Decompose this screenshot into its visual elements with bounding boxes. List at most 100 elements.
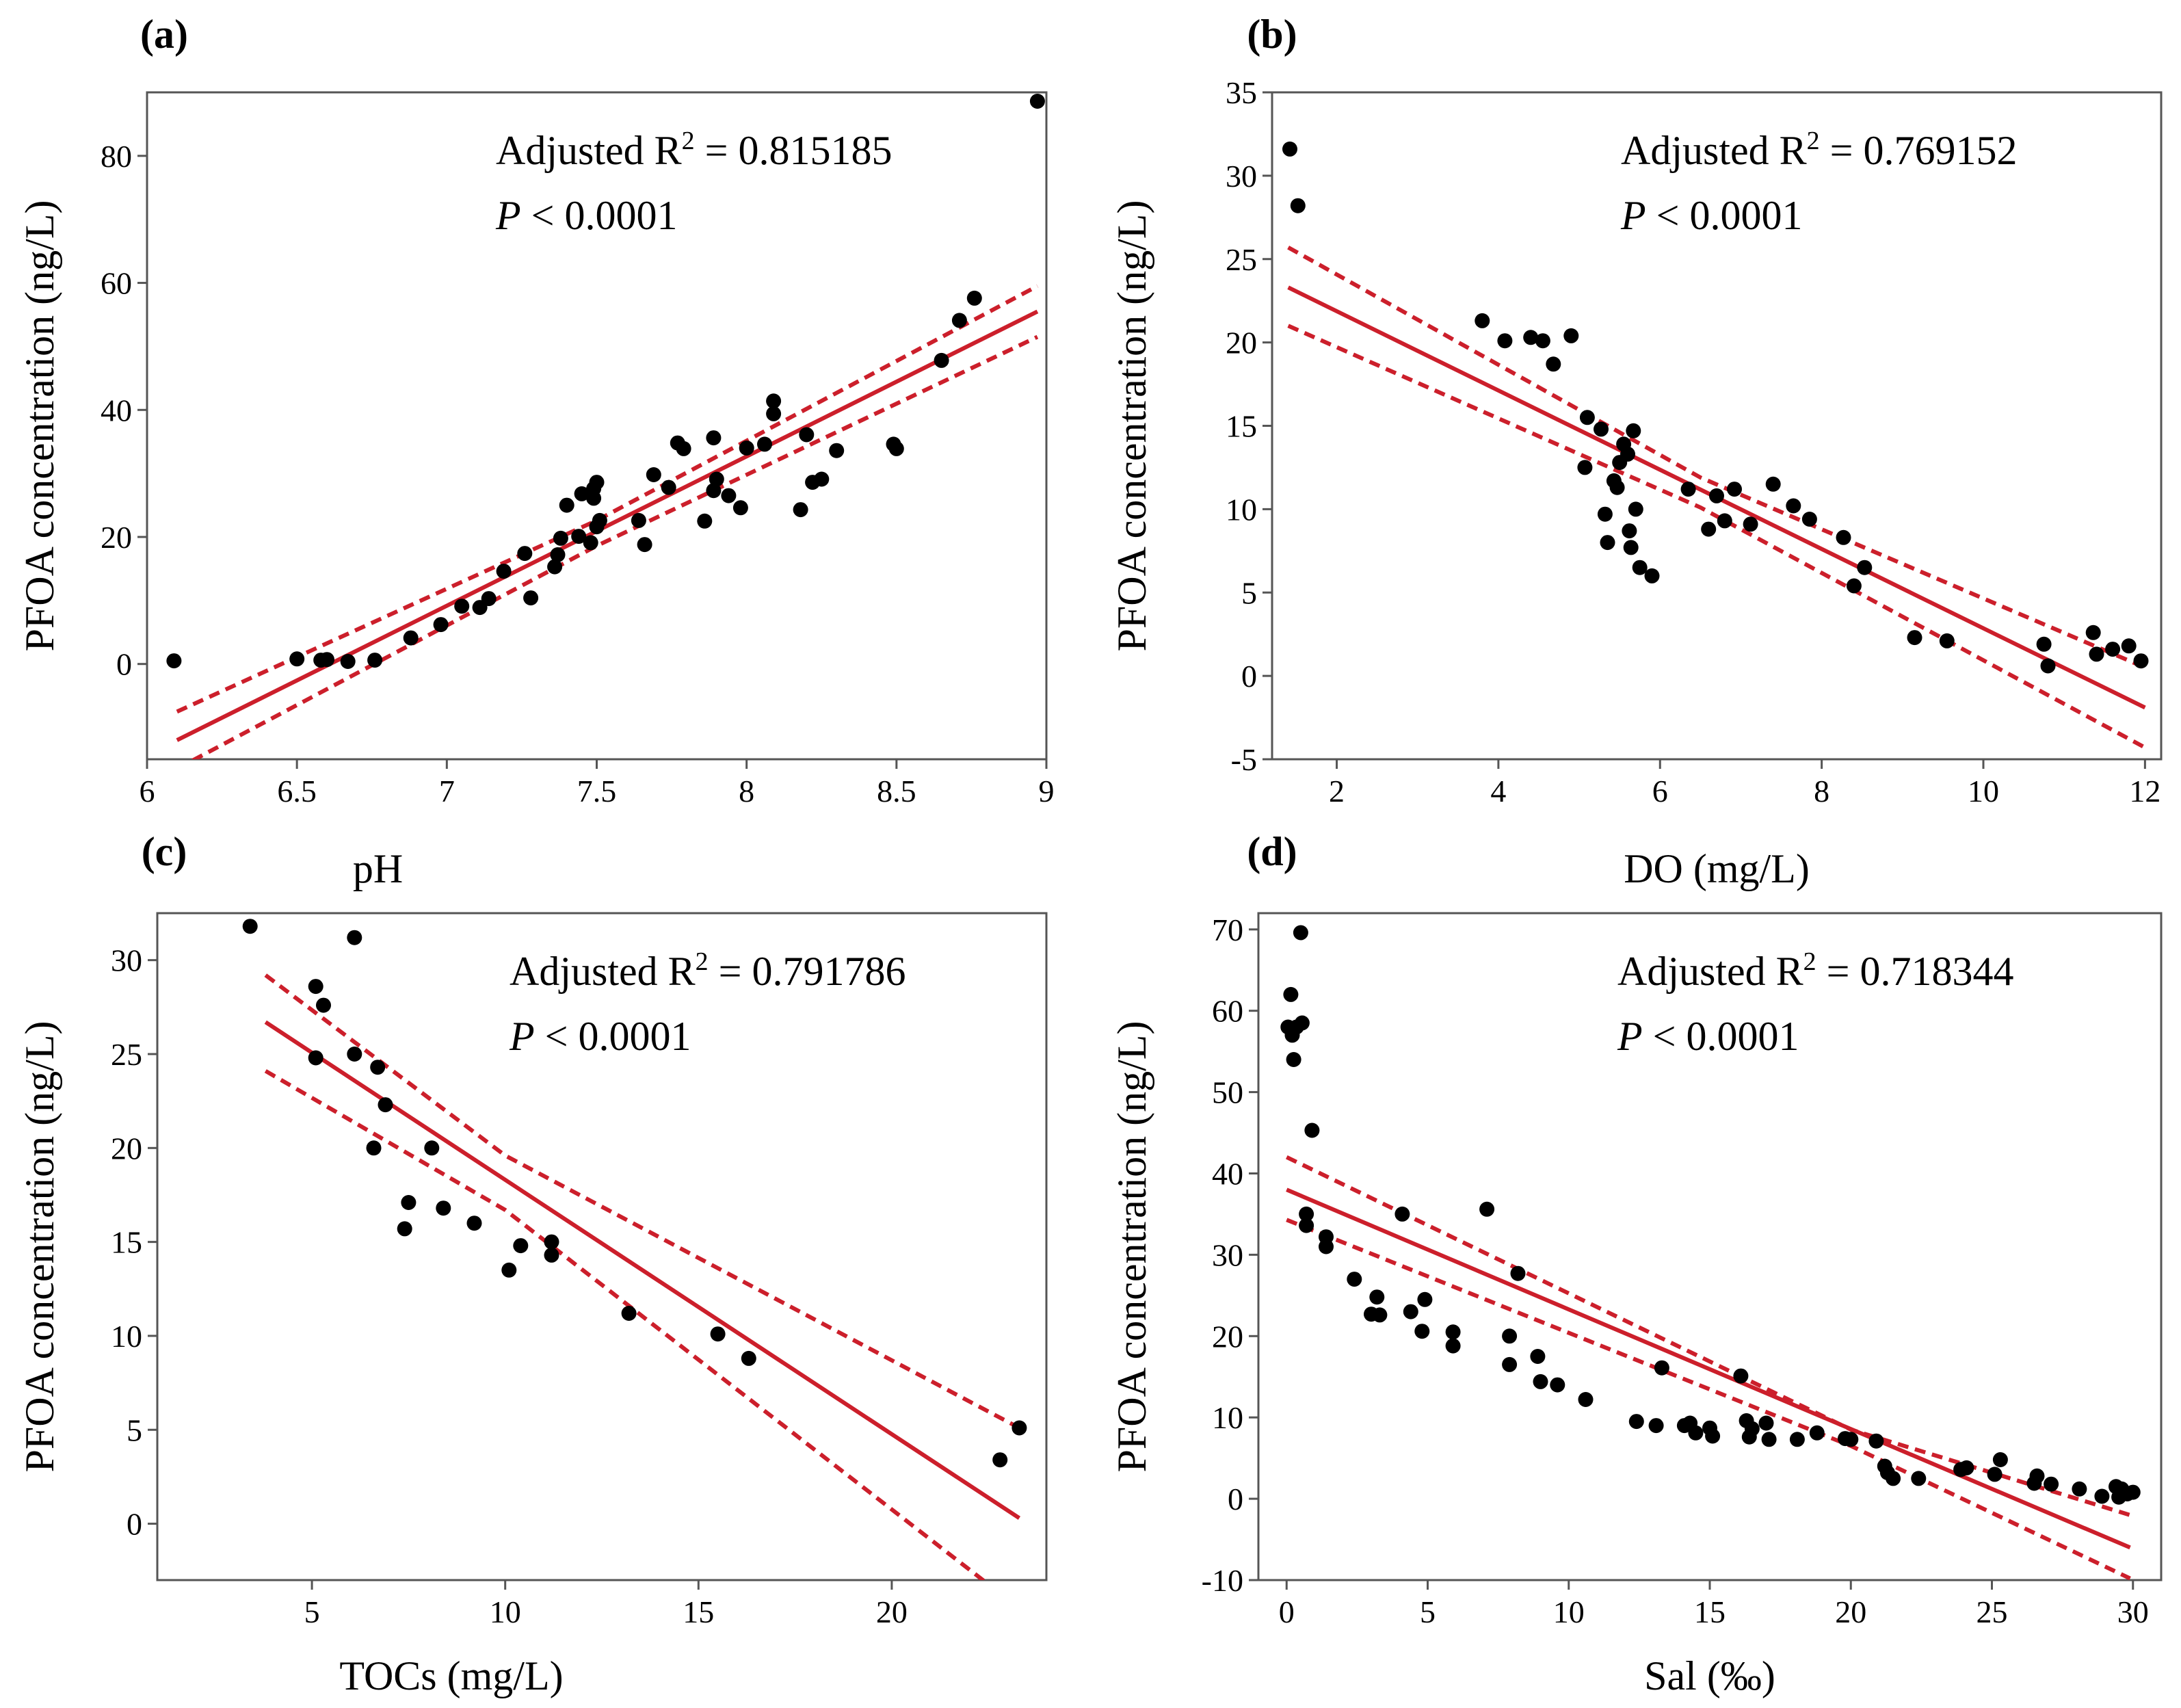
y-tick-label: -5 <box>1231 742 1257 777</box>
y-tick-label: 0 <box>116 647 132 682</box>
x-tick-label: 8 <box>1814 774 1829 809</box>
data-point <box>2044 1476 2059 1492</box>
data-point <box>1600 535 1615 551</box>
data-point <box>1535 333 1550 349</box>
data-point <box>1701 521 1717 537</box>
data-point <box>2089 646 2104 662</box>
data-point <box>739 441 754 456</box>
data-point <box>523 590 539 606</box>
data-point <box>403 630 419 646</box>
data-point <box>289 651 305 667</box>
data-point <box>1369 1289 1385 1305</box>
data-point <box>1846 578 1862 594</box>
data-point <box>1533 1374 1548 1389</box>
data-point <box>710 1326 726 1342</box>
data-point <box>2105 642 2121 657</box>
ci-lower-line <box>1287 324 2146 750</box>
data-point <box>501 1262 517 1278</box>
data-point <box>1644 568 1660 583</box>
data-point <box>992 1452 1008 1468</box>
data-point <box>308 1050 323 1066</box>
data-point <box>2125 1484 2141 1500</box>
p-annotation: P < 0.0001 <box>1617 1014 1799 1059</box>
data-point <box>1744 1421 1760 1436</box>
data-point <box>1609 479 1625 495</box>
y-axis-label: PFOA concentration (ng/L) <box>1109 200 1154 652</box>
data-point <box>1594 421 1609 437</box>
x-tick-label: 15 <box>1694 1594 1726 1629</box>
data-point <box>1765 476 1781 492</box>
y-tick-label: 20 <box>1212 1319 1243 1354</box>
x-tick-label: 25 <box>1977 1594 2008 1629</box>
data-point <box>481 591 497 607</box>
data-point <box>1717 513 1732 529</box>
data-point <box>1510 1265 1526 1281</box>
data-point <box>436 1200 451 1216</box>
data-point <box>888 441 904 456</box>
data-point <box>661 479 676 495</box>
data-point <box>1648 1418 1664 1434</box>
data-point <box>589 475 605 490</box>
y-tick-label: 20 <box>111 1131 142 1166</box>
data-point <box>1705 1428 1721 1444</box>
x-tick-label: 0 <box>1279 1594 1295 1629</box>
panel-b: (b) Adjusted R2 = 0.769152 P < 0.0001 DO… <box>1109 12 2163 891</box>
x-axis-label: pH <box>353 846 403 891</box>
data-point <box>1530 1349 1546 1364</box>
data-point <box>1578 1392 1594 1407</box>
data-point <box>574 486 590 501</box>
data-point <box>1992 1452 2008 1467</box>
y-tick-label: 5 <box>1241 575 1257 610</box>
y-tick-label: 20 <box>1226 326 1257 360</box>
y-tick-label: 35 <box>1226 75 1257 110</box>
r2-annotation: Adjusted R2 = 0.815185 <box>496 127 893 173</box>
data-point <box>517 546 533 562</box>
y-tick-label: 10 <box>111 1319 142 1354</box>
data-point <box>829 443 845 458</box>
data-point <box>1654 1360 1669 1376</box>
x-axis-label: TOCs (mg/L) <box>339 1653 563 1698</box>
data-point <box>1743 516 1758 532</box>
data-point <box>366 1140 382 1156</box>
data-point <box>934 352 949 368</box>
data-point <box>1414 1324 1430 1339</box>
data-point <box>2036 636 2052 652</box>
y-tick-label: 15 <box>1226 409 1257 444</box>
y-tick-label: 5 <box>127 1413 142 1447</box>
data-point <box>1622 523 1637 539</box>
x-tick-label: 8.5 <box>877 774 916 809</box>
y-tick-label: 10 <box>1212 1400 1243 1435</box>
data-point <box>1347 1272 1362 1287</box>
data-point <box>433 617 449 633</box>
y-tick-label: 25 <box>111 1037 142 1072</box>
y-tick-label: 25 <box>1226 242 1257 277</box>
panel-c: (c) Adjusted R2 = 0.791786 P < 0.0001 TO… <box>17 829 1048 1698</box>
data-point <box>1886 1471 1901 1486</box>
data-point <box>1907 630 1922 646</box>
data-point <box>1843 1432 1859 1447</box>
data-point <box>1628 1414 1644 1430</box>
data-point <box>2094 1488 2110 1504</box>
data-point <box>1836 529 1851 545</box>
data-point <box>424 1140 440 1156</box>
data-point <box>1475 313 1490 328</box>
data-point <box>721 488 737 503</box>
y-tick-label: 30 <box>1212 1237 1243 1272</box>
data-point <box>697 513 713 529</box>
data-point <box>553 530 568 546</box>
y-axis-label: PFOA concentration (ng/L) <box>17 1021 62 1473</box>
x-tick-label: 20 <box>1835 1594 1866 1629</box>
data-point <box>496 564 512 579</box>
data-point <box>732 500 748 516</box>
panel-title: (b) <box>1247 12 1297 57</box>
y-tick-label: 0 <box>127 1507 142 1542</box>
data-point <box>347 930 362 945</box>
data-point <box>1286 1052 1301 1067</box>
data-point <box>1299 1206 1314 1222</box>
plot-frame <box>156 912 1048 1581</box>
x-tick-label: 5 <box>1420 1594 1436 1629</box>
panel-title: (d) <box>1247 829 1297 874</box>
panel-title: (c) <box>142 829 187 874</box>
y-axis-label: PFOA concentration (ng/L) <box>17 200 62 652</box>
